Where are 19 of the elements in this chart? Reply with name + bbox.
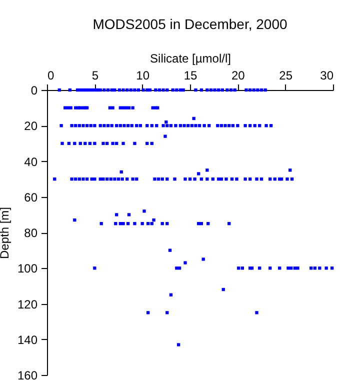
y-tick-label: 0 [30,84,38,98]
y-tick-label: 20 [24,119,38,134]
x-tick-label: 25 [279,68,293,82]
x-tick-label: 30 [320,68,334,82]
chart-title: MODS2005 in December, 2000 [92,16,288,32]
y-tick-label: 40 [24,154,38,169]
y-tick-label: 60 [24,190,38,204]
y-tick-label: 160 [17,368,38,382]
y-tick-label: 120 [17,297,38,312]
x-tick-label: 5 [92,68,99,82]
y-tick-label: 100 [17,262,38,276]
x-tick-label: 20 [231,68,246,82]
x-tick-label: 15 [184,68,198,82]
y-tick-label: 80 [24,226,38,240]
x-axis-title: Silicate [µmol/l] [150,52,231,66]
y-tick-label: 140 [17,332,38,347]
x-tick-label: 0 [48,68,54,82]
x-tick-label: 10 [136,68,150,82]
y-axis-title: Depth [m] [0,206,12,260]
